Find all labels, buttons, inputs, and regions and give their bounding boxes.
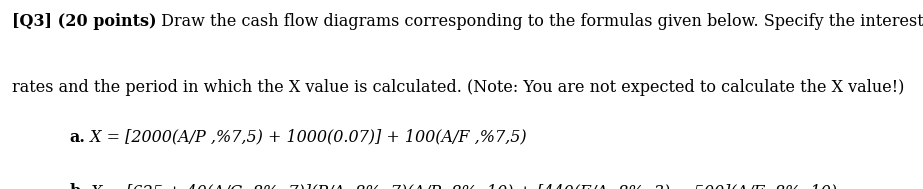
Text: rates and the period in which the X value is calculated. (Note: You are not expe: rates and the period in which the X valu…: [12, 79, 905, 96]
Text: X = [625 + 40(A/G ,8%, 7)](P/A ,8%, 7)(A/P ,8%, 10) + [440(F/A ,8%, 3) − 500](A/: X = [625 + 40(A/G ,8%, 7)](P/A ,8%, 7)(A…: [86, 183, 837, 189]
Text: [Q3] (20 points): [Q3] (20 points): [12, 13, 157, 30]
Text: b.: b.: [69, 183, 86, 189]
Text: X = [2000(A/P ,%7,5) + 1000(0.07)] + 100(A/F ,%7,5): X = [2000(A/P ,%7,5) + 1000(0.07)] + 100…: [85, 129, 527, 146]
Text: a.: a.: [69, 129, 85, 146]
Text: Draw the cash flow diagrams corresponding to the formulas given below. Specify t: Draw the cash flow diagrams correspondin…: [157, 13, 923, 30]
